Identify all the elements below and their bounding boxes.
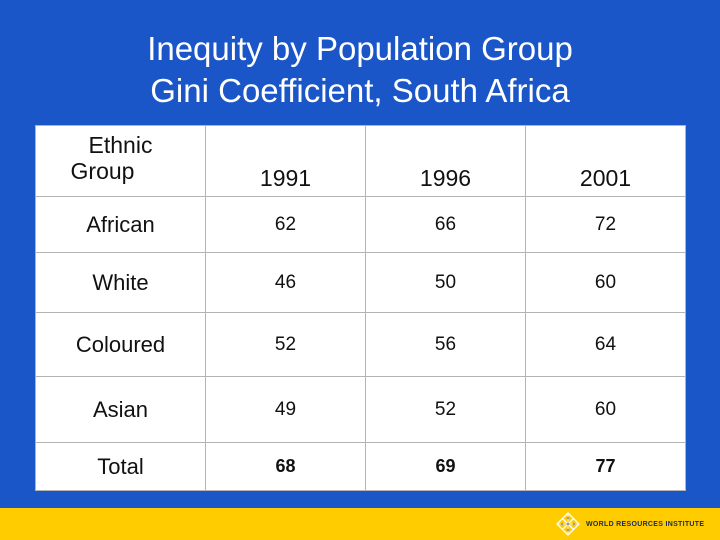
wri-logo: WORLD RESOURCES INSTITUTE: [556, 512, 704, 536]
row-label-asian: Asian: [35, 376, 206, 443]
table-cell: 50: [365, 252, 526, 313]
table-cell: 72: [525, 196, 686, 253]
table-header-row: Ethnic Group 1991 1996 2001: [35, 125, 686, 197]
header-ethnic-line-2: Group: [70, 158, 135, 184]
logo-text: WORLD RESOURCES INSTITUTE: [586, 520, 705, 528]
wri-lattice-icon: [556, 512, 580, 536]
title-line-1: Inequity by Population Group: [147, 30, 573, 67]
table-cell: 49: [205, 376, 366, 443]
table-cell: 62: [205, 196, 366, 253]
table-row: White 46 50 60: [35, 252, 686, 313]
table-cell: 66: [365, 196, 526, 253]
table-cell: 68: [205, 442, 366, 491]
row-label-total: Total: [35, 442, 206, 491]
row-label-coloured: Coloured: [35, 312, 206, 377]
table-row: African 62 66 72: [35, 196, 686, 253]
table-cell: 60: [525, 376, 686, 443]
header-year-1996: 1996: [365, 125, 526, 197]
row-label-white: White: [35, 252, 206, 313]
table-cell: 60: [525, 252, 686, 313]
gini-table: Ethnic Group 1991 1996 2001 African 62 6…: [35, 125, 686, 491]
header-ethnic-line-1: Ethnic: [88, 132, 153, 158]
table-cell: 52: [205, 312, 366, 377]
table-row: Asian 49 52 60: [35, 376, 686, 443]
table-cell: 52: [365, 376, 526, 443]
table-cell: 77: [525, 442, 686, 491]
table-row: Total 68 69 77: [35, 442, 686, 491]
footer-bar: [0, 508, 720, 540]
header-year-1991: 1991: [205, 125, 366, 197]
table-cell: 46: [205, 252, 366, 313]
table-cell: 56: [365, 312, 526, 377]
header-ethnic-group: Ethnic Group: [35, 125, 206, 197]
table-cell: 64: [525, 312, 686, 377]
table-row: Coloured 52 56 64: [35, 312, 686, 377]
slide-title: Inequity by Population Group Gini Coeffi…: [0, 28, 720, 112]
row-label-african: African: [35, 196, 206, 253]
table-cell: 69: [365, 442, 526, 491]
header-year-2001: 2001: [525, 125, 686, 197]
title-line-2: Gini Coefficient, South Africa: [150, 72, 570, 109]
